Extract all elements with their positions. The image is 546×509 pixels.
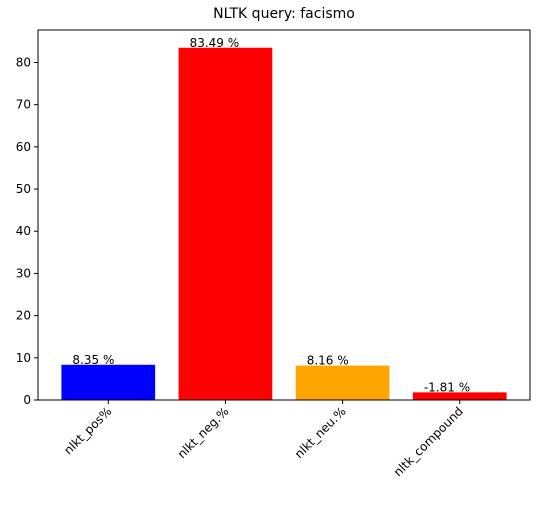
y-axis: 0 10 20 30 40 50 60 70 80 [16,55,38,407]
y-tick-label-2: 20 [16,309,31,323]
data-label-1: 83.49 % [190,36,240,50]
x-tick-label-0: nlkt_pos% [61,404,114,457]
y-tick-label-5: 50 [16,182,31,196]
x-tick-label-1: nlkt_neg.% [175,404,232,461]
y-tick-label-3: 30 [16,266,31,280]
y-tick-label-6: 60 [16,140,31,154]
data-label-2: 8.16 % [307,354,349,368]
y-tick-label-0: 0 [23,393,31,407]
y-tick-label-8: 80 [16,55,31,69]
bar-0 [61,364,156,400]
data-labels-group: 8.35 % 83.49 % 8.16 % -1.81 % [72,36,470,395]
y-tick-label-4: 40 [16,224,31,238]
chart-title: NLTK query: facismo [213,6,355,22]
x-tick-label-2: nlkt_neu.% [292,404,349,461]
bars-group [61,47,507,400]
bar-2 [295,365,390,400]
x-axis: nlkt_pos% nlkt_neg.% nlkt_neu.% nltk_compou… [61,400,466,479]
y-tick-label-1: 10 [16,351,31,365]
bar-3 [412,392,507,400]
y-tick-label-7: 70 [16,98,31,112]
data-label-0: 8.35 % [72,353,114,367]
plot-frame [37,29,531,401]
x-tick-label-3: nltk_compound [391,404,466,479]
bar-1 [178,47,273,400]
data-label-3: -1.81 % [424,380,470,394]
